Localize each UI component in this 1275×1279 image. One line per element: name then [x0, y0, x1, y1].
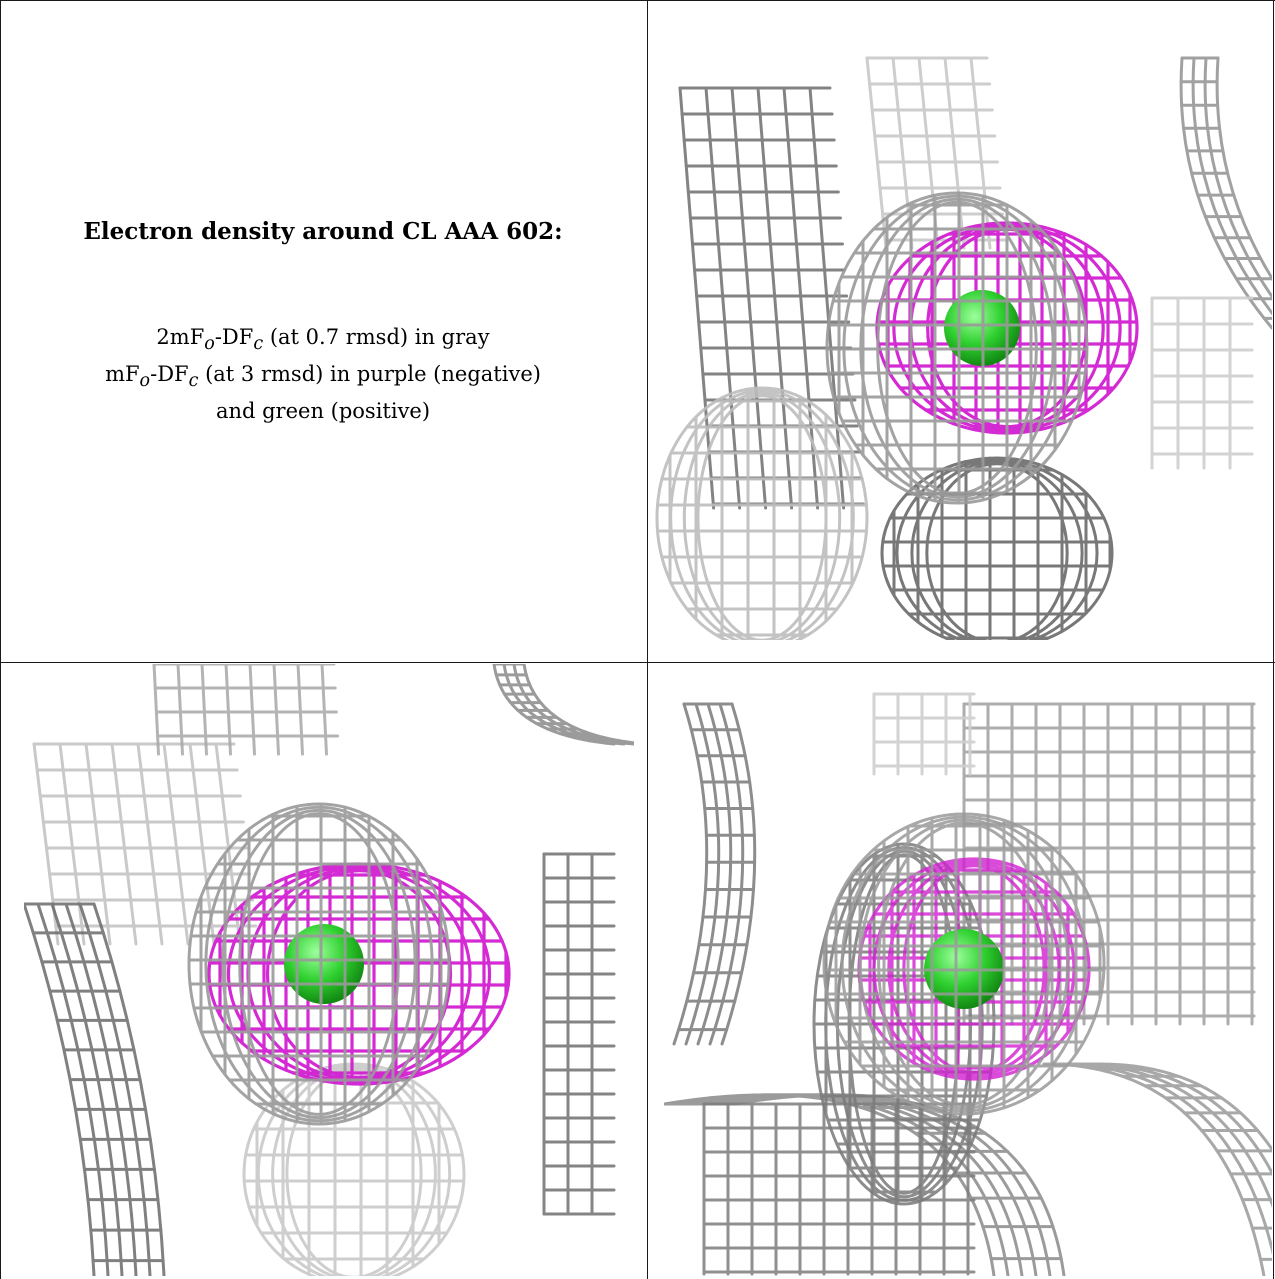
legend-text: (at 3 rmsd) in purple (negative) [198, 362, 541, 387]
table-divider-vertical [647, 0, 648, 1279]
legend-text: -DF [150, 362, 189, 387]
legend-subscript: c [253, 334, 264, 355]
mesh-2fofc-fragment [872, 692, 976, 776]
caption-cell: Electron density around CL AAA 602: 2mFo… [0, 0, 646, 662]
legend-line-fofc: mFo-DFc (at 3 rmsd) in purple (negative) [0, 359, 646, 396]
caption-title: Electron density around CL AAA 602: [83, 218, 563, 245]
legend-text: mF [105, 362, 140, 387]
legend-line-positive: and green (positive) [215, 399, 431, 424]
table-border-right [1273, 0, 1274, 1279]
mesh-2fofc-fragment [880, 456, 1114, 640]
mesh-2fofc-fragment [32, 742, 258, 946]
mesh-2fofc-around-ion [822, 812, 1106, 1116]
mesh-2fofc-around-ion [187, 802, 451, 1126]
legend-text: -DF [214, 325, 254, 349]
legend-text: 2mF [156, 325, 205, 349]
mesh-2fofc-fragment [24, 902, 166, 1276]
mesh-2fofc-fragment [1042, 1062, 1272, 1276]
legend-text: (at 0.7 rmsd) in gray [263, 325, 490, 349]
caption-legend: 2mFo-DFc (at 0.7 rmsd) in gray mFo-DFc (… [0, 322, 646, 426]
mesh-2fofc-fragment [672, 702, 757, 1046]
table-divider-horizontal [0, 662, 1275, 663]
density-view-2 [24, 664, 634, 1276]
mesh-2fofc-fragment [1179, 56, 1272, 330]
density-view-3 [664, 664, 1272, 1276]
mesh-2fofc-around-ion [825, 191, 1089, 505]
mesh-2fofc-fragment [542, 852, 616, 1216]
mesh-2fofc-fragment [702, 1102, 976, 1276]
mesh-2fofc-fragment [242, 1062, 466, 1276]
legend-line-2fofc: 2mFo-DFc (at 0.7 rmsd) in gray [0, 322, 646, 359]
legend-subscript: o [139, 371, 151, 392]
table-border-top [0, 0, 1275, 1]
mesh-2fofc-fragment [492, 664, 634, 746]
mesh-2fofc-fragment [1150, 296, 1254, 470]
mesh-2fofc-fragment [152, 664, 340, 756]
density-view-1 [652, 28, 1272, 640]
legend-subscript: c [188, 371, 199, 392]
table-border-left [0, 0, 1, 1279]
mesh-2fofc-fragment [655, 386, 869, 640]
legend-subscript: o [204, 334, 215, 355]
mesh-2fofc-fragment [664, 1093, 1066, 1276]
